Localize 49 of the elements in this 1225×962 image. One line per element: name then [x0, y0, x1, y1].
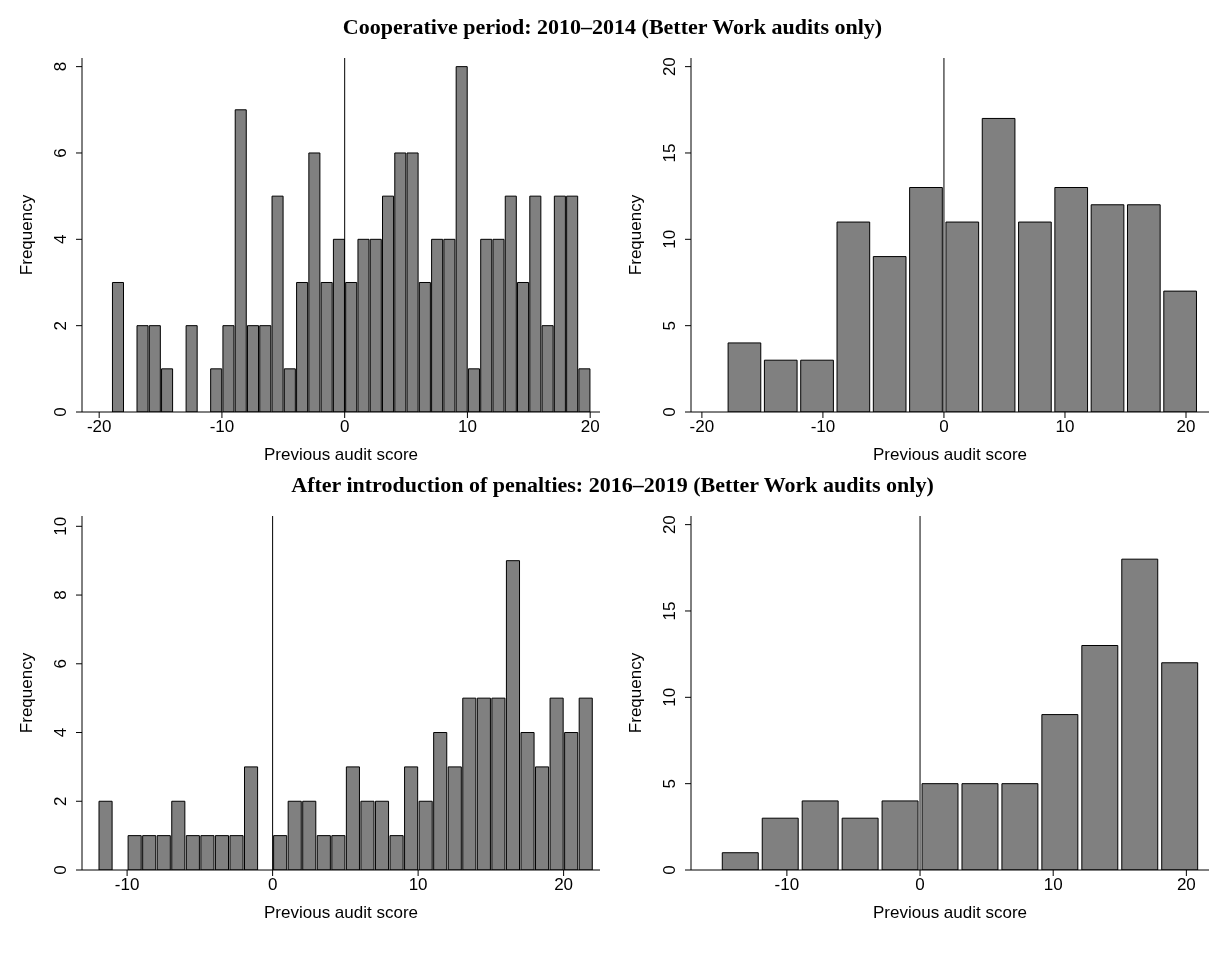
x-tick-label: 0	[267, 875, 278, 895]
y-tick-label: 4	[51, 727, 70, 738]
y-tick-label: 5	[660, 320, 679, 331]
y-tick-label: 15	[660, 601, 679, 621]
x-tick-label: 0	[915, 875, 925, 895]
y-tick-label: 0	[660, 407, 679, 417]
y-tick-label: 0	[51, 407, 70, 417]
x-tick-label: 10	[1043, 875, 1063, 895]
chart-title: After introduction of penalties: 2016–2019 (Better Work audits only)	[291, 472, 934, 497]
chart-title: Cooperative period: 2010–2014 (Better Work audits only)	[342, 14, 883, 39]
x-axis-title: Previous audit score	[263, 445, 419, 464]
y-axis-title: Frequency	[17, 652, 36, 734]
y-tick-label: 15	[660, 143, 679, 163]
x-tick-label: -20	[86, 417, 112, 437]
y-tick-label: 0	[51, 865, 70, 875]
y-tick-label: 6	[51, 148, 70, 158]
y-tick-label: 2	[51, 320, 70, 331]
y-tick-label: 0	[660, 865, 679, 875]
x-tick-label: 0	[339, 417, 350, 437]
y-tick-label: 10	[660, 229, 679, 249]
x-tick-label: 10	[408, 875, 428, 895]
y-tick-label: 6	[51, 659, 70, 669]
x-tick-label: 20	[1176, 417, 1196, 437]
y-tick-label: 20	[660, 57, 679, 77]
y-tick-label: 8	[51, 590, 70, 600]
y-axis-title: Frequency	[626, 194, 645, 276]
x-tick-label: 20	[554, 875, 574, 895]
x-tick-label: 20	[580, 417, 600, 437]
y-tick-label: 8	[51, 61, 70, 72]
y-axis-title: Frequency	[17, 194, 36, 276]
x-tick-label: 20	[1176, 875, 1196, 895]
x-tick-label: 10	[457, 417, 477, 437]
y-tick-label: 5	[660, 778, 679, 789]
y-tick-label: 20	[660, 515, 679, 535]
y-tick-label: 2	[51, 796, 70, 806]
x-axis-title: Previous audit score	[872, 445, 1028, 464]
y-tick-label: 10	[660, 687, 679, 707]
x-axis-title: Previous audit score	[872, 903, 1028, 922]
x-tick-label: -10	[810, 417, 836, 437]
x-tick-label: -10	[209, 417, 235, 437]
y-axis-title: Frequency	[626, 652, 645, 734]
x-tick-label: -10	[114, 875, 140, 895]
x-tick-label: -10	[774, 875, 800, 895]
x-tick-label: 10	[1055, 417, 1075, 437]
y-tick-label: 10	[51, 516, 70, 536]
x-tick-label: -20	[689, 417, 715, 437]
x-axis-title: Previous audit score	[263, 903, 419, 922]
y-tick-label: 4	[51, 234, 70, 245]
x-tick-label: 0	[939, 417, 949, 437]
